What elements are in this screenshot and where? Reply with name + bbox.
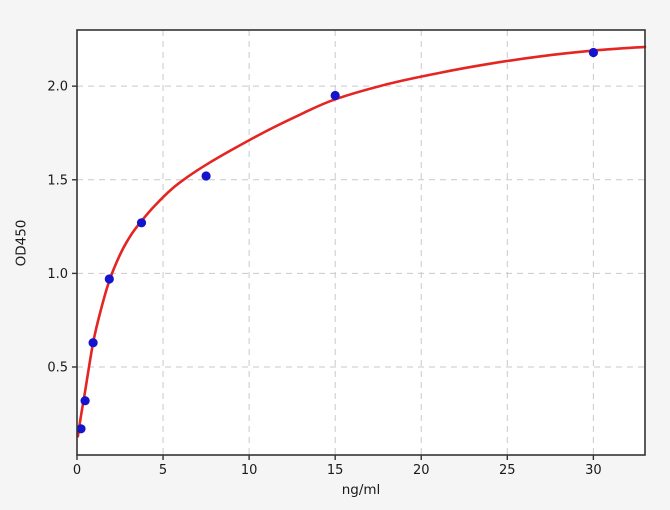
fit-curve (76, 45, 647, 438)
data-point (201, 171, 211, 181)
x-tick-label: 0 (73, 463, 81, 478)
y-axis-label: OD450 (13, 219, 30, 267)
x-axis-label: ng/ml (341, 482, 381, 498)
x-tick-label: 15 (327, 463, 344, 478)
x-tick-label: 25 (499, 463, 516, 478)
y-tick-label: 1.5 (47, 173, 68, 188)
y-tick-label: 0.5 (47, 361, 68, 376)
x-tick-label: 10 (241, 463, 258, 478)
data-point (80, 396, 90, 406)
data-point (330, 90, 340, 101)
data-point (136, 218, 147, 228)
data-point (588, 47, 599, 58)
x-tick-label: 30 (585, 463, 602, 478)
y-tick-label: 2.0 (47, 80, 68, 95)
data-point (88, 338, 98, 348)
x-tick-label: 5 (159, 463, 167, 478)
x-tick-label: 20 (413, 463, 430, 478)
data-point (104, 274, 114, 284)
plot-spines (76, 29, 646, 456)
data-point (76, 424, 86, 434)
y-tick-label: 1.0 (47, 267, 68, 282)
plot-area (77, 30, 645, 455)
